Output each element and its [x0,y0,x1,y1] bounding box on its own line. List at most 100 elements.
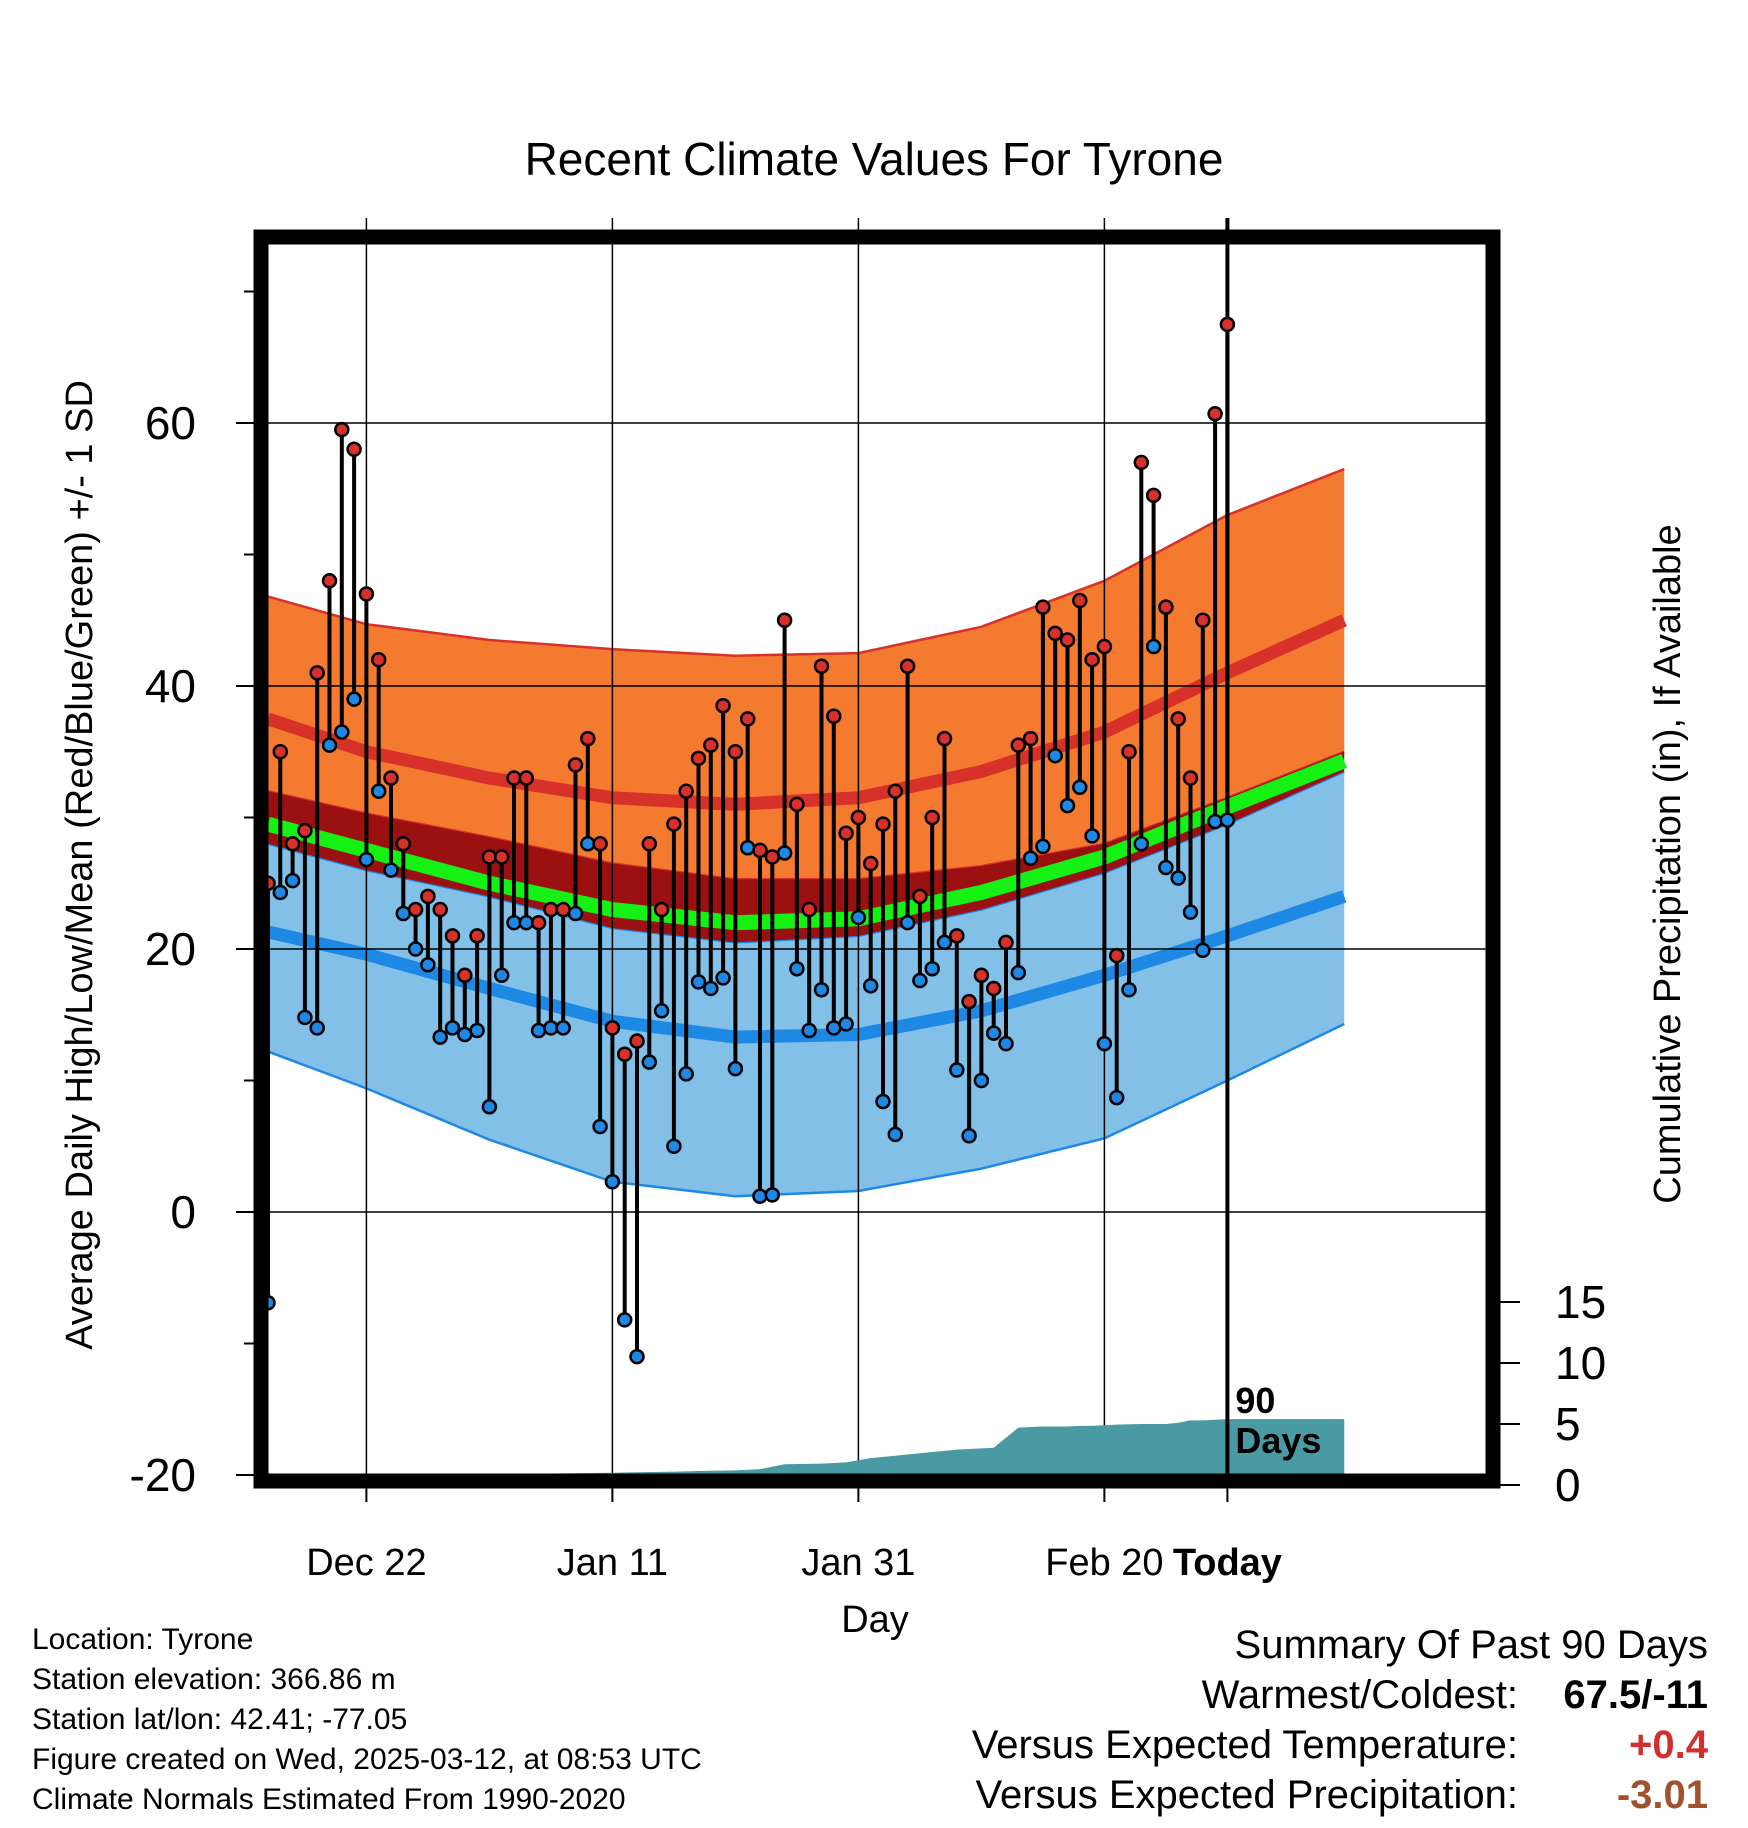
high-point [912,888,928,905]
low-point [678,1066,694,1082]
low-point [1133,836,1150,852]
low-point [420,957,436,973]
low-point [838,1016,854,1032]
high-point [518,770,535,786]
low-point [407,941,424,957]
high-point [899,658,916,675]
high-point [961,993,977,1010]
high-point [973,967,990,984]
low-point [1022,850,1039,867]
high-point [1022,730,1039,747]
low-point [641,1054,658,1070]
low-normal-band [268,771,1345,1197]
high-point [924,809,940,826]
high-point [212,758,225,771]
low-point [237,1087,250,1100]
high-point [407,901,424,918]
low-point [727,1060,744,1077]
y-tick-label: 0 [170,1186,196,1238]
normals-text: Climate Normals Estimated From 1990-2020 [32,1783,626,1816]
high-point [444,928,461,944]
low-point [358,851,375,868]
chart-title: Recent Climate Values For Tyrone [525,133,1224,185]
y-axis-title: Average Daily High/Low/Mean (Red/Blue/Gr… [59,380,101,1350]
high-point [826,708,842,724]
high-point [420,888,436,905]
high-point [1108,947,1125,964]
low-point [297,1009,313,1026]
high-point [1072,592,1088,609]
y2-tick-label: 5 [1555,1398,1581,1450]
high-point [395,836,412,852]
y2-tick-label: 15 [1555,1276,1606,1328]
high-point [690,750,707,767]
low-point [924,960,940,977]
low-point [200,824,213,837]
high-point [985,980,1002,997]
low-point [715,970,731,986]
latlon-text: Station lat/lon: 42.41; -77.05 [32,1703,408,1736]
high-point [949,928,965,944]
y2-tick-label: 0 [1555,1459,1581,1511]
high-point [151,811,164,824]
high-point [616,1046,633,1062]
low-point [629,1348,645,1365]
high-point [776,612,793,628]
high-point [457,967,473,984]
high-point [1170,711,1186,727]
low-point [850,909,867,926]
low-point [998,1035,1014,1052]
summary-temp-row: Versus Expected Temperature: +0.4 [972,1720,1708,1770]
high-point [481,849,498,865]
high-point [188,574,201,587]
low-point [592,1118,608,1135]
low-point [752,1188,768,1204]
low-point [1047,747,1063,764]
high-point [641,836,658,852]
x-tick-label: Jan 11 [557,1542,668,1584]
y-tick-label: 20 [145,923,196,975]
low-point [1084,828,1100,844]
high-normal-band [268,469,1345,880]
today-label-days: Days [1235,1420,1321,1461]
location-text: Location: Tyrone [32,1623,254,1656]
low-point [212,841,225,854]
high-point [752,842,768,859]
high-point [1133,454,1150,471]
high-point [727,744,744,760]
precip-label: Versus Expected Precipitation: [975,1773,1518,1817]
low-point [813,982,830,998]
low-point [1182,904,1199,920]
high-point [321,573,338,589]
high-point [764,849,781,865]
low-point [346,691,362,707]
low-normal-band-lower-edge [267,1022,1345,1198]
high-normal-band-upper-edge [267,467,1345,658]
low-point [1096,1035,1113,1052]
created-text: Figure created on Wed, 2025-03-12, at 08… [32,1743,702,1776]
low-point [225,893,238,906]
low-point [703,980,719,997]
low-point [175,772,188,785]
high-point [493,849,510,865]
high-point [567,757,584,773]
high-point [358,586,375,602]
low-point [555,1020,571,1036]
high-point [1096,638,1113,655]
low-point [973,1072,990,1089]
high-point [126,798,139,811]
x-tick-label: Jan 31 [801,1542,915,1584]
low-point [139,1087,152,1100]
high-point [200,706,213,719]
plot-frame [253,229,1501,1489]
summary-warmest-row: Warmest/Coldest: 67.5/-11 [972,1670,1708,1720]
high-point [309,665,325,681]
high-point [789,796,805,813]
low-point [1010,964,1027,981]
low-point [1195,942,1211,959]
precip-value: -3.01 [1616,1773,1708,1817]
low-point [666,1138,682,1154]
high-point [1219,316,1236,333]
high-point [1182,770,1199,786]
